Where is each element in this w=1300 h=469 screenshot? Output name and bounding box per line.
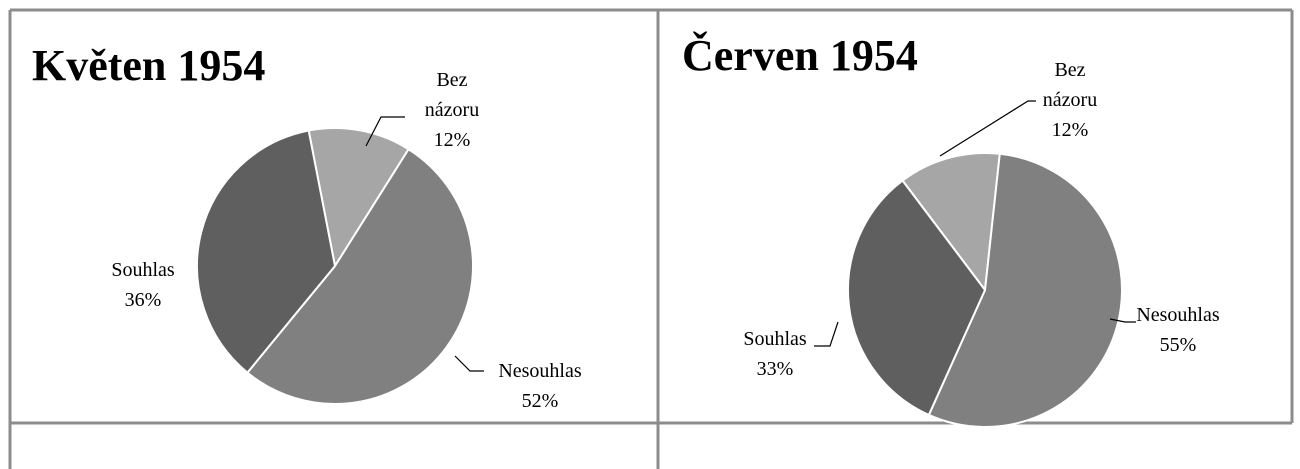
label-category: Souhlas (111, 259, 175, 281)
data-label: Souhlas 33% (725, 324, 825, 384)
label-value: 36% (124, 289, 162, 311)
leader-line (814, 321, 839, 347)
leader-line (1109, 318, 1136, 323)
label-category: Nesouhlas (498, 360, 582, 382)
label-category: Souhlas (743, 328, 807, 350)
pie-slice (847, 179, 987, 417)
pie-slice (901, 152, 1001, 293)
label-category: Bez názoru (1042, 59, 1098, 111)
label-value: 52% (521, 390, 559, 412)
data-label: Souhlas 36% (93, 255, 193, 315)
label-value: 12% (433, 129, 471, 151)
data-label: Bez názoru 12% (417, 65, 487, 155)
leader-line (454, 355, 484, 372)
label-category: Bez názoru (424, 69, 480, 121)
data-label: Nesouhlas 52% (480, 356, 600, 416)
pie-slice (196, 129, 337, 375)
chart-title: Květen 1954 (32, 41, 266, 90)
data-label: Bez názoru 12% (1035, 55, 1105, 145)
leader-line (939, 100, 1036, 157)
chart-title: Červen 1954 (682, 31, 918, 80)
pie-slice (245, 147, 474, 405)
frame (8, 8, 1294, 469)
label-value: 33% (756, 358, 794, 380)
label-category: Nesouhlas (1136, 304, 1220, 326)
data-label: Nesouhlas 55% (1118, 300, 1238, 360)
pies (196, 127, 1123, 428)
label-value: 12% (1051, 119, 1089, 141)
pie-slice (927, 152, 1123, 428)
leader-line (365, 116, 405, 147)
pie-slice (307, 127, 410, 269)
label-value: 55% (1159, 334, 1197, 356)
leaders (365, 100, 1136, 372)
